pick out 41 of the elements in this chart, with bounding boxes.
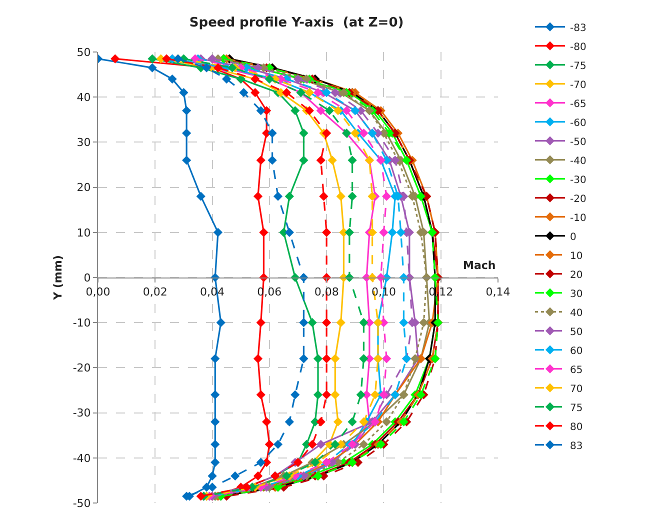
y-tick-label: -40: [72, 452, 91, 465]
y-tick-label: 20: [76, 181, 91, 194]
y-axis-title: Y (mm): [51, 255, 64, 301]
legend-label: 50: [570, 326, 583, 338]
x-tick-label: 0,02: [142, 286, 168, 299]
legend-label: 80: [570, 422, 583, 433]
legend-label: -20: [570, 194, 586, 205]
x-tick-label: 0,00: [86, 286, 110, 299]
legend-label: -83: [570, 22, 586, 34]
legend-label: 30: [570, 288, 583, 300]
x-axis-title: Mach: [463, 259, 496, 272]
legend-label: -80: [570, 42, 586, 53]
legend-label: -40: [570, 156, 586, 167]
legend-label: 60: [570, 346, 583, 357]
legend-label: 10: [570, 250, 583, 262]
y-tick-label: -10: [72, 316, 91, 330]
y-tick-label: 10: [76, 226, 91, 240]
y-tick-label: 50: [76, 46, 91, 59]
chart-title: Speed profile Y-axis (at Z=0): [189, 16, 404, 31]
x-tick-label: 0,14: [486, 286, 510, 299]
y-tick-label: -50: [72, 496, 91, 510]
y-tick-label: 0: [84, 271, 91, 284]
legend-label: -75: [570, 60, 586, 72]
y-tick-label: 30: [76, 136, 91, 150]
x-tick-label: 0,08: [314, 286, 339, 299]
legend-label: 65: [570, 364, 583, 376]
legend-label: 83: [570, 440, 583, 452]
legend-label: 40: [570, 308, 583, 319]
legend-label: -50: [570, 136, 586, 148]
legend-label: -60: [570, 118, 586, 129]
legend-label: -10: [570, 212, 586, 224]
y-tick-label: -30: [72, 406, 91, 420]
legend-label: 70: [570, 384, 583, 395]
legend-label: -65: [570, 98, 586, 110]
y-tick-label: 40: [76, 90, 91, 104]
legend-label: -30: [570, 174, 586, 186]
legend-label: 0: [570, 232, 576, 243]
legend-label: 75: [570, 402, 583, 414]
legend-label: 20: [570, 270, 583, 281]
y-tick-label: -20: [72, 362, 91, 375]
legend-label: -70: [570, 80, 586, 91]
